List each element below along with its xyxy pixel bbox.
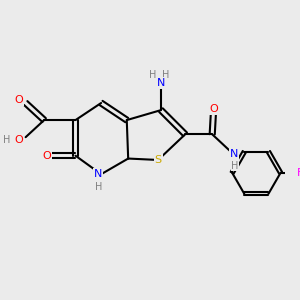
Text: O: O	[43, 151, 51, 161]
Text: F: F	[297, 168, 300, 178]
Text: H: H	[161, 70, 169, 80]
Text: H: H	[94, 182, 102, 192]
Text: N: N	[157, 78, 165, 88]
Text: H: H	[3, 135, 11, 145]
Text: O: O	[14, 135, 23, 145]
Text: O: O	[209, 104, 218, 114]
Text: H: H	[149, 70, 156, 80]
Text: S: S	[154, 155, 162, 165]
Text: N: N	[94, 169, 103, 179]
Text: N: N	[230, 149, 238, 159]
Text: H: H	[231, 161, 239, 171]
Text: O: O	[14, 95, 23, 105]
